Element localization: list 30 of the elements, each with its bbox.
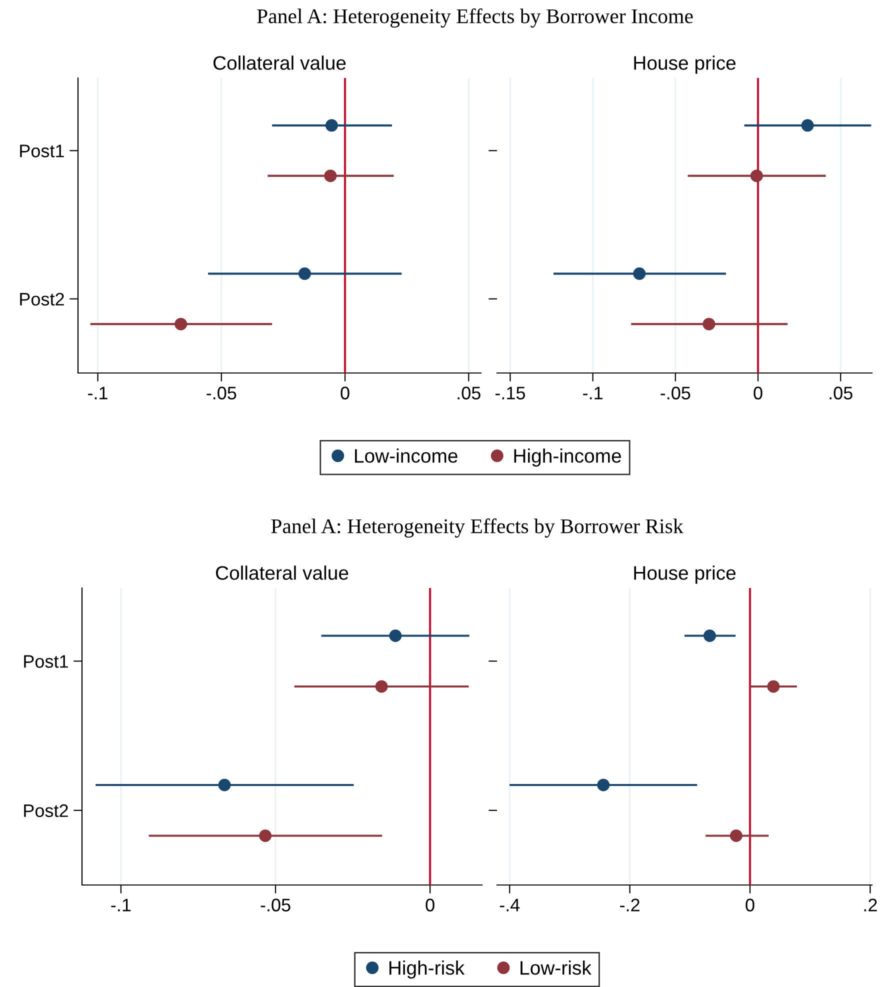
legend-label: Low-income <box>355 448 458 463</box>
y-tick-label: Post1 <box>20 144 64 158</box>
chart-title: Collateral value <box>216 566 348 580</box>
x-tick-label: .2 <box>864 898 877 912</box>
chart-subtitle: Panel A: Heterogeneity Effects by Borrower Income <box>257 8 693 28</box>
x-tick-label: -.4 <box>500 898 520 912</box>
y-tick-label: Post2 <box>20 292 64 306</box>
chart-title: House price <box>634 56 736 74</box>
x-tick-label: -.05 <box>660 386 690 400</box>
x-tick-label: -.15 <box>495 386 526 400</box>
x-tick-label: 0 <box>746 898 754 912</box>
x-tick-label: .05 <box>830 386 852 400</box>
x-tick-label: 0 <box>340 386 350 400</box>
chart-title: House price <box>634 566 736 584</box>
legend-label: High-income <box>514 448 621 467</box>
legend-label: High-risk <box>389 960 465 979</box>
y-tick-label: Post2 <box>24 804 68 818</box>
x-tick-label: -.1 <box>88 386 108 400</box>
x-tick-label: -.05 <box>260 898 290 912</box>
x-tick-label: -.2 <box>620 898 640 912</box>
y-tick-label: Post1 <box>24 655 68 668</box>
legend-label: Low-risk <box>520 960 592 975</box>
x-tick-label: .05 <box>458 386 480 400</box>
x-tick-label: 0 <box>754 386 762 400</box>
x-tick-label: -.1 <box>583 386 602 400</box>
chart-subtitle: Panel A: Heterogeneity Effects by Borrower Risk <box>271 518 684 538</box>
x-tick-label: -.1 <box>111 898 131 912</box>
x-tick-label: 0 <box>426 898 434 912</box>
chart-title: Collateral value <box>213 56 346 70</box>
x-tick-label: -.05 <box>206 386 236 400</box>
